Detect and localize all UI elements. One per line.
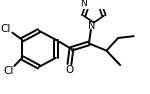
Text: N: N [80, 0, 87, 8]
Text: Cl: Cl [0, 24, 11, 34]
Text: O: O [65, 65, 74, 75]
Text: Cl: Cl [3, 66, 14, 75]
Text: N: N [88, 21, 96, 31]
